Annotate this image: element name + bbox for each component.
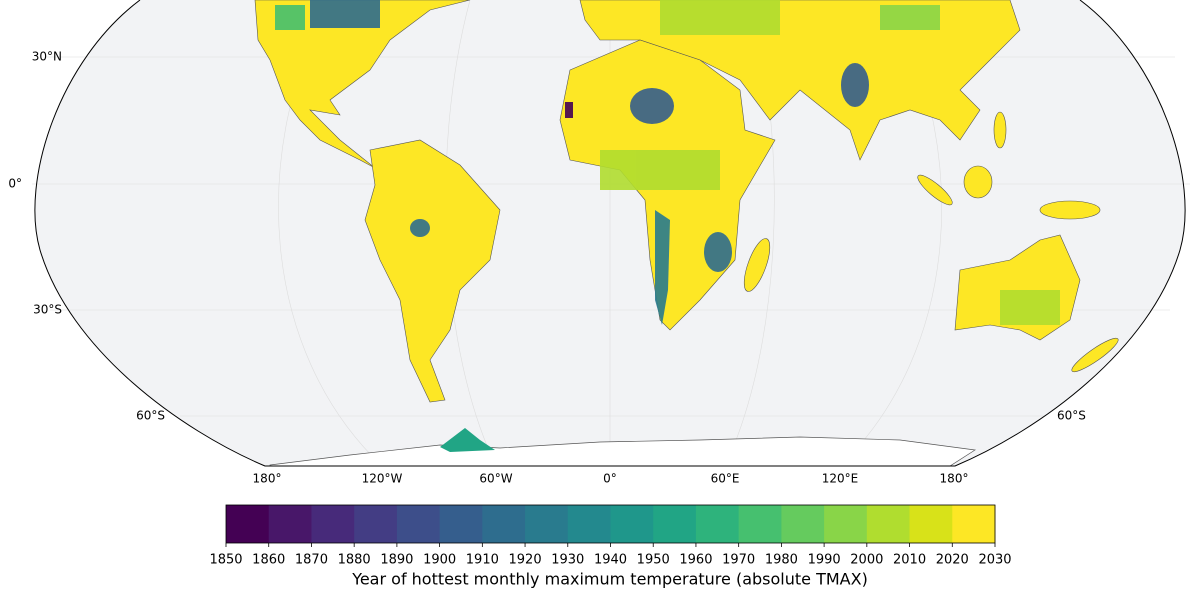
lon-label: 180° — [940, 472, 969, 486]
colorbar-tick-label: 2010 — [893, 553, 926, 568]
south-america — [364, 139, 501, 403]
antarctic-peninsula — [440, 428, 495, 452]
colorbar-tick-label: 1910 — [466, 553, 499, 568]
lat-label: 60°S — [1057, 409, 1086, 423]
colorbar-tick-label: 1990 — [808, 553, 841, 568]
colorbar-tick-label: 1980 — [765, 553, 798, 568]
lon-label: 0° — [603, 472, 617, 486]
colorbar-bin — [738, 505, 782, 543]
lat-label: 0° — [8, 177, 22, 191]
new-zealand — [1071, 337, 1119, 373]
madagascar — [743, 238, 771, 292]
colorbar-bin — [482, 505, 526, 543]
lon-label: 60°W — [479, 472, 512, 486]
colorbar-bin — [695, 505, 740, 543]
patches — [275, 0, 1060, 325]
colorbar-tick-label: 1900 — [423, 553, 456, 568]
colorbar-bin — [824, 505, 868, 543]
colorbar-label: Year of hottest monthly maximum temperat… — [351, 570, 868, 589]
colorbar-tick-label: 1850 — [209, 553, 242, 568]
colorbar-bin — [354, 505, 398, 543]
colorbar-tick-label: 2020 — [936, 553, 969, 568]
borneo — [963, 165, 993, 199]
sumatra — [917, 174, 953, 206]
colorbar-bin — [396, 505, 441, 543]
colorbar-tick-label: 1870 — [295, 553, 328, 568]
lon-label: 120°W — [362, 472, 403, 486]
colorbar-tick-label: 1860 — [252, 553, 285, 568]
colorbar-bin — [311, 505, 355, 543]
colorbar-bin — [610, 505, 654, 543]
north-america — [254, 0, 471, 169]
colorbar-bin — [567, 505, 611, 543]
lon-label: 120°E — [822, 472, 859, 486]
colorbar-tick-label: 1890 — [380, 553, 413, 568]
colorbar-tick-label: 1930 — [551, 553, 584, 568]
map — [32, 0, 1190, 467]
colorbar-tick-label: 1960 — [679, 553, 712, 568]
colorbar-tick-label: 2000 — [850, 553, 883, 568]
colorbar-bin — [439, 505, 483, 543]
colorbar-bin — [866, 505, 911, 543]
philippines — [993, 111, 1007, 149]
colorbar-tick-label: 1970 — [722, 553, 755, 568]
colorbar-tick-label: 1920 — [509, 553, 542, 568]
lon-label: 180° — [253, 472, 282, 486]
lat-label: 30°S — [33, 303, 62, 317]
new-guinea — [1039, 200, 1101, 220]
globe-outline — [34, 0, 1186, 467]
colorbar-bin — [952, 505, 996, 543]
colorbar-tick-label: 1950 — [637, 553, 670, 568]
lon-label: 60°E — [711, 472, 740, 486]
lat-label: 30°N — [32, 50, 62, 64]
colorbar-bin — [781, 505, 825, 543]
colorbar-bin — [226, 505, 270, 543]
colorbar-tick-label: 1880 — [338, 553, 371, 568]
colorbar-bin — [525, 505, 569, 543]
colorbar-tick-label: 1940 — [594, 553, 627, 568]
colorbar-bin — [909, 505, 953, 543]
colorbar-bin — [653, 505, 697, 543]
colorbar-tick-label: 2030 — [978, 553, 1011, 568]
lat-label: 60°S — [136, 409, 165, 423]
colorbar-bin — [268, 505, 312, 543]
